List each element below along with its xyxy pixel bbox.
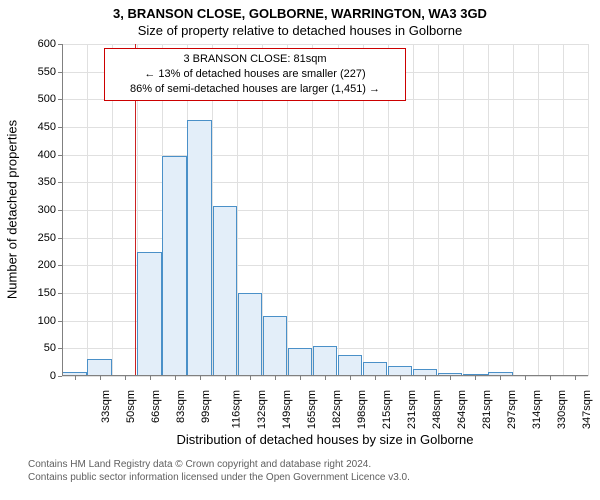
y-tick-label: 250 <box>28 232 56 244</box>
x-tick-mark <box>250 376 251 380</box>
y-tick-label: 500 <box>28 93 56 105</box>
histogram-bar <box>162 156 187 376</box>
histogram-bar <box>137 252 162 377</box>
x-tick-label: 182sqm <box>331 390 343 429</box>
x-tick-label: 330sqm <box>557 390 569 429</box>
histogram-bar <box>213 206 238 376</box>
x-tick-mark <box>325 376 326 380</box>
x-tick-label: 297sqm <box>506 390 518 429</box>
x-tick-mark <box>525 376 526 380</box>
histogram-bar <box>288 348 313 376</box>
y-tick-label: 100 <box>28 315 56 327</box>
y-tick-label: 0 <box>28 370 56 382</box>
y-tick-label: 550 <box>28 66 56 78</box>
x-tick-mark <box>400 376 401 380</box>
y-tick-mark <box>58 127 62 128</box>
grid-line-horizontal <box>62 44 588 45</box>
x-tick-label: 66sqm <box>150 390 162 423</box>
x-tick-label: 132sqm <box>256 390 268 429</box>
y-tick-mark <box>58 238 62 239</box>
footer-attribution: Contains HM Land Registry data © Crown c… <box>28 458 588 484</box>
grid-line-horizontal <box>62 182 588 183</box>
y-tick-label: 300 <box>28 204 56 216</box>
x-tick-label: 149sqm <box>281 390 293 429</box>
y-axis-line <box>62 44 63 376</box>
x-tick-label: 215sqm <box>381 390 393 429</box>
y-tick-mark <box>58 99 62 100</box>
x-tick-label: 314sqm <box>531 390 543 429</box>
y-axis-title: Number of detached properties <box>5 0 20 420</box>
y-tick-mark <box>58 348 62 349</box>
histogram-bar <box>263 316 288 376</box>
histogram-bar <box>363 362 388 376</box>
y-tick-mark <box>58 321 62 322</box>
y-tick-mark <box>58 72 62 73</box>
y-tick-mark <box>58 293 62 294</box>
histogram-bar <box>187 120 212 376</box>
x-tick-label: 33sqm <box>100 390 112 423</box>
x-tick-mark <box>575 376 576 380</box>
x-tick-mark <box>550 376 551 380</box>
x-tick-mark <box>75 376 76 380</box>
annotation-line-1: 3 BRANSON CLOSE: 81sqm <box>113 52 397 67</box>
chart-title-sub: Size of property relative to detached ho… <box>0 23 600 38</box>
x-tick-label: 264sqm <box>456 390 468 429</box>
histogram-bar <box>338 355 363 376</box>
grid-line-horizontal <box>62 127 588 128</box>
x-tick-label: 198sqm <box>356 390 368 429</box>
x-tick-label: 50sqm <box>125 390 137 423</box>
histogram-bar <box>238 293 263 376</box>
chart-title-main: 3, BRANSON CLOSE, GOLBORNE, WARRINGTON, … <box>0 6 600 21</box>
x-tick-mark <box>375 376 376 380</box>
y-tick-mark <box>58 265 62 266</box>
x-tick-mark <box>125 376 126 380</box>
y-tick-label: 350 <box>28 176 56 188</box>
annotation-line-2: ← 13% of detached houses are smaller (22… <box>113 67 397 82</box>
x-tick-mark <box>200 376 201 380</box>
x-tick-mark <box>100 376 101 380</box>
grid-line-horizontal <box>62 238 588 239</box>
y-tick-mark <box>58 44 62 45</box>
x-tick-label: 83sqm <box>175 390 187 423</box>
x-axis-title: Distribution of detached houses by size … <box>62 432 588 447</box>
grid-line-horizontal <box>62 155 588 156</box>
x-tick-mark <box>350 376 351 380</box>
y-tick-mark <box>58 182 62 183</box>
x-tick-mark <box>450 376 451 380</box>
histogram-bar <box>87 359 112 376</box>
y-tick-label: 50 <box>28 342 56 354</box>
x-tick-mark <box>275 376 276 380</box>
x-tick-mark <box>300 376 301 380</box>
x-tick-mark <box>150 376 151 380</box>
y-tick-mark <box>58 376 62 377</box>
x-tick-mark <box>500 376 501 380</box>
x-tick-mark <box>475 376 476 380</box>
histogram-bar <box>313 346 338 376</box>
y-tick-mark <box>58 155 62 156</box>
annotation-line-3: 86% of semi-detached houses are larger (… <box>113 82 397 97</box>
x-tick-mark <box>225 376 226 380</box>
x-tick-label: 99sqm <box>200 390 212 423</box>
x-tick-mark <box>175 376 176 380</box>
grid-line-horizontal <box>62 210 588 211</box>
x-tick-mark <box>425 376 426 380</box>
grid-line-vertical <box>588 44 589 376</box>
chart-container: 3, BRANSON CLOSE, GOLBORNE, WARRINGTON, … <box>0 0 600 500</box>
x-tick-label: 231sqm <box>406 390 418 429</box>
y-tick-label: 400 <box>28 149 56 161</box>
y-tick-label: 150 <box>28 287 56 299</box>
y-tick-label: 450 <box>28 121 56 133</box>
x-tick-label: 347sqm <box>582 390 594 429</box>
annotation-box: 3 BRANSON CLOSE: 81sqm ← 13% of detached… <box>104 48 406 101</box>
y-tick-mark <box>58 210 62 211</box>
y-tick-label: 200 <box>28 259 56 271</box>
y-tick-label: 600 <box>28 38 56 50</box>
footer-line-1: Contains HM Land Registry data © Crown c… <box>28 458 588 471</box>
x-tick-label: 248sqm <box>431 390 443 429</box>
x-tick-label: 281sqm <box>481 390 493 429</box>
x-tick-label: 165sqm <box>306 390 318 429</box>
x-tick-label: 116sqm <box>230 390 242 428</box>
footer-line-2: Contains public sector information licen… <box>28 471 588 484</box>
